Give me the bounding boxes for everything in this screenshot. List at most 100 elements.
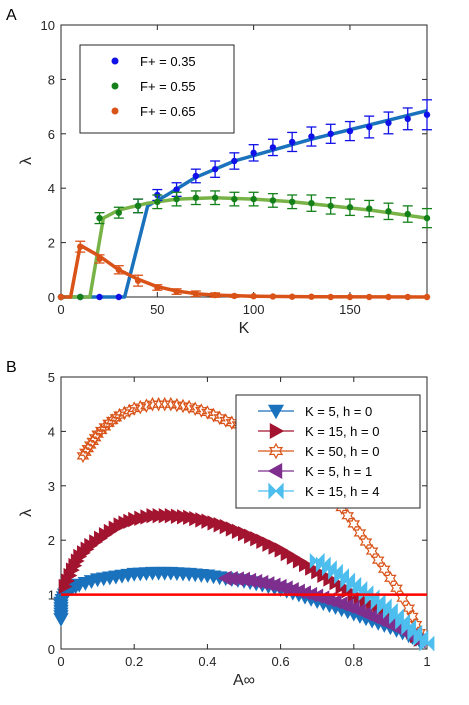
legend-marker: [267, 404, 285, 420]
data-point-k-50-h-0: [402, 600, 416, 616]
data-marker-k-50-h-0: [406, 609, 419, 624]
legend-marker: [269, 422, 285, 440]
data-point-f-0-55: [346, 204, 354, 211]
data-point-f-0-35: [115, 293, 122, 301]
data-point-k-50-h-0: [91, 426, 104, 442]
legend-marker: [268, 442, 284, 460]
data-point-k-50-h-0: [347, 516, 361, 532]
data-point-f-0-35: [192, 172, 200, 180]
data-point-k-50-h-0: [127, 401, 141, 416]
data-point-k-50-h-0: [201, 405, 214, 420]
data-marker-k-50-h-0: [94, 423, 108, 438]
y-axis-label: λ: [18, 157, 35, 165]
data-point-f-0-65: [134, 277, 142, 284]
x-tick-label: 0: [57, 654, 64, 669]
data-point-f-0-65: [211, 291, 219, 299]
x-tick-label: 1: [423, 654, 430, 669]
data-point-f-0-55: [77, 293, 84, 301]
data-point-f-0-35: [269, 144, 277, 151]
data-marker-k-50-h-0: [359, 534, 373, 550]
y-tick-label: 2: [48, 533, 55, 548]
data-point-f-0-65: [269, 293, 277, 300]
data-point-f-0-35: [366, 123, 373, 131]
y-tick-label: 8: [48, 72, 55, 87]
x-tick-label: 0.6: [272, 654, 290, 669]
data-point-f-0-35: [308, 133, 315, 140]
x-tick-label: 0.2: [125, 654, 143, 669]
data-point-f-0-35: [385, 119, 392, 127]
data-point-f-0-55: [288, 198, 296, 205]
data-point-f-0-55: [269, 197, 277, 204]
data-point-f-0-55: [173, 195, 180, 203]
data-point-k-50-h-0: [365, 543, 379, 559]
data-point-f-0-55: [211, 194, 219, 201]
data-point-f-0-55: [366, 205, 373, 212]
data-point-f-0-35: [250, 149, 257, 157]
y-tick-label: 0: [48, 642, 55, 657]
legend-entry: F+ = 0.65: [140, 104, 196, 119]
legend: F+ = 0.35 F+ = 0.55 F+ = 0.65: [79, 44, 235, 134]
legend-marker: [267, 462, 283, 480]
data-point-f-0-55: [404, 210, 411, 218]
data-point-f-0-65: [385, 293, 392, 301]
data-point-f-0-35: [173, 186, 180, 193]
data-marker-k-50-h-0: [213, 410, 226, 426]
legend-marker: [111, 57, 119, 65]
data-point-f-0-55: [134, 202, 142, 210]
data-marker-k-50-h-0: [140, 398, 153, 413]
x-tick-label: 100: [243, 302, 265, 317]
data-point-f-0-55: [385, 208, 392, 215]
data-point-f-0-35: [346, 127, 354, 135]
y-tick-label: 6: [48, 127, 55, 142]
panel-label-a: A: [6, 7, 17, 24]
data-point-f-0-65: [346, 293, 354, 301]
y-tick-label: 4: [48, 181, 55, 196]
y-tick-label: 2: [48, 236, 55, 251]
data-point-k-50-h-0: [384, 570, 397, 586]
legend-box: [79, 44, 235, 134]
data-point-f-0-55: [327, 202, 334, 210]
legend-entry: K = 15, h = 0: [305, 424, 379, 439]
chart-panel-b: 0 0.2 0.4 0.6 0.8 1 0 1 2 3 4 5 A∞ λ K = 5, h = 0 K = 1…: [18, 370, 435, 689]
data-marker-k-50-h-0: [341, 508, 355, 524]
data-point-f-0-65: [327, 293, 334, 301]
y-axis-label: λ: [18, 509, 35, 517]
data-point-f-0-35: [327, 130, 334, 137]
legend-entry: K = 50, h = 0: [305, 444, 379, 459]
data-point-f-0-65: [192, 290, 200, 297]
data-point-f-0-55: [192, 194, 200, 201]
data-point-f-0-65: [115, 266, 122, 273]
x-tick-label: 0.4: [198, 654, 216, 669]
y-tick-label: 3: [48, 479, 55, 494]
data-point-f-0-35: [211, 165, 219, 173]
data-point-f-0-65: [423, 293, 431, 301]
data-point-f-0-55: [115, 209, 122, 216]
legend-marker: [268, 482, 284, 500]
data-marker-k-50-h-0: [109, 410, 123, 426]
data-point-f-0-55: [96, 214, 103, 222]
data-point-f-0-35: [423, 111, 431, 118]
panel-label-b: B: [6, 359, 17, 376]
data-point-f-0-55: [308, 199, 315, 207]
data-point-f-0-55: [231, 195, 238, 203]
legend: K = 5, h = 0 K = 15, h = 0 K = 50, h = 0 K …: [235, 394, 421, 509]
data-marker-k-50-h-0: [371, 552, 385, 568]
data-point-f-0-65: [308, 293, 315, 300]
data-point-f-0-35: [404, 115, 411, 123]
data-marker-k-50-h-0: [123, 403, 136, 419]
data-point-f-0-65: [288, 293, 296, 300]
data-point-f-0-55: [154, 198, 161, 205]
data-marker-k-50-h-0: [377, 561, 391, 577]
data-point-f-0-55: [423, 214, 431, 222]
y-tick-label: 10: [41, 18, 55, 33]
data-point-f-0-65: [250, 292, 257, 300]
data-point-f-0-35: [288, 138, 296, 146]
data-point-f-0-65: [96, 255, 103, 263]
data-point-f-0-55: [250, 195, 257, 203]
legend-marker: [111, 107, 119, 115]
y-tick-label: 1: [48, 588, 55, 603]
data-point-k-15-h-4: [419, 635, 435, 652]
x-axis-label: K: [239, 320, 250, 337]
